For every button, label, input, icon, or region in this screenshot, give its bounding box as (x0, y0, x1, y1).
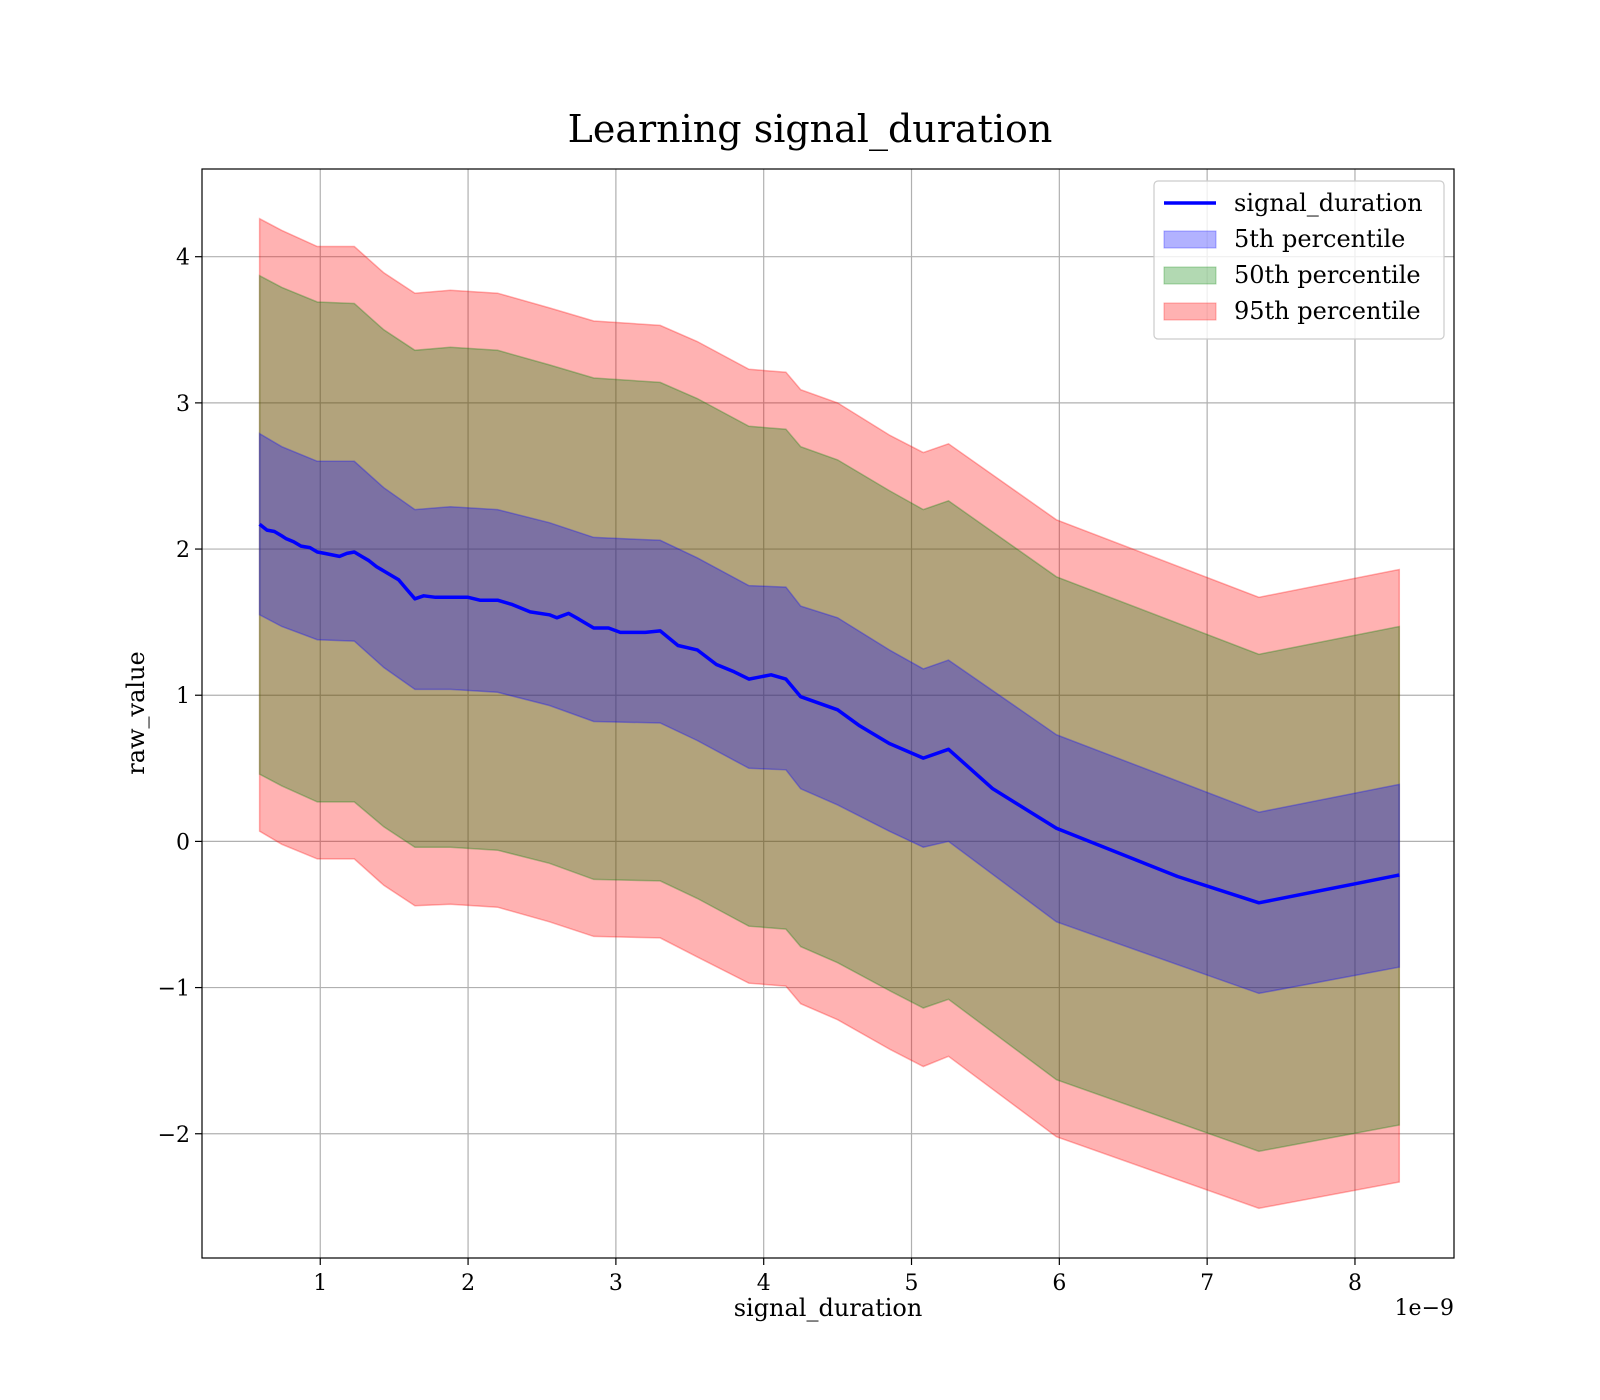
x-tick-label: 3 (609, 1271, 623, 1296)
y-tick-label: 3 (176, 392, 190, 417)
band-50th-percentile (258, 274, 1401, 1153)
chart-title: Learning signal_duration (568, 107, 1053, 152)
legend-swatch-patch (1163, 266, 1217, 285)
legend-label: 50th percentile (1234, 261, 1421, 289)
y-tick-label: 4 (176, 246, 190, 271)
x-tick-label: 7 (1200, 1271, 1214, 1296)
x-tick-label: 4 (757, 1271, 771, 1296)
plot-frame (201, 168, 1455, 1259)
y-tick-label: −2 (158, 1123, 190, 1148)
legend-swatch-patch (1163, 230, 1217, 249)
band-95th-percentile (258, 217, 1401, 1210)
y-axis-label: raw_value (122, 651, 150, 775)
y-tick-label: 0 (176, 830, 190, 855)
x-tick-label: 8 (1348, 1271, 1362, 1296)
plot-background (202, 169, 1454, 1258)
series-lines (258, 522, 1400, 905)
y-tick-label: 1 (176, 684, 190, 709)
legend-box (1153, 180, 1445, 340)
grid (202, 169, 1454, 1258)
series-line-signal_duration (258, 522, 1400, 905)
x-tick-label: 2 (461, 1271, 475, 1296)
y-axis-ticks: −2 −1 0 1 2 3 4 (158, 246, 202, 1148)
x-tick-label: 1 (313, 1271, 327, 1296)
x-tick-label: 5 (905, 1271, 919, 1296)
x-axis-offset-text: 1e−9 (1395, 1296, 1454, 1321)
plot-area (201, 168, 1455, 1259)
x-axis-ticks: 1 2 3 4 5 6 7 8 (313, 1258, 1362, 1296)
legend-label: 95th percentile (1234, 297, 1421, 325)
x-axis-label: signal_duration (734, 1294, 923, 1322)
y-tick-label: 2 (176, 538, 190, 563)
y-tick-label: −1 (158, 977, 190, 1002)
legend: signal_duration 5th percentile 50th percen… (1153, 180, 1445, 340)
percentile-bands (258, 217, 1401, 1210)
band-5th-percentile (258, 432, 1401, 995)
x-tick-label: 6 (1052, 1271, 1066, 1296)
legend-label: signal_duration (1234, 189, 1423, 217)
legend-swatch-patch (1163, 302, 1217, 321)
legend-label: 5th percentile (1234, 225, 1405, 253)
